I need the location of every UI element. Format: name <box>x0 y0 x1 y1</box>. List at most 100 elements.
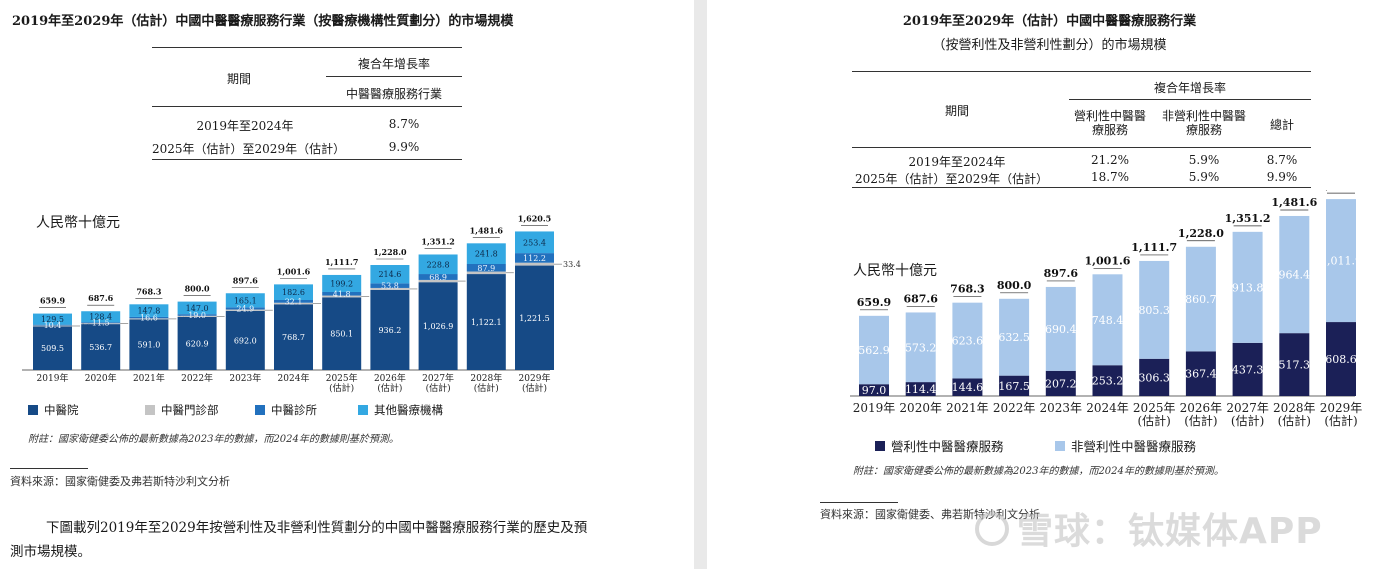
table-rule <box>852 71 1311 72</box>
x-tick-label: 2021年 <box>133 372 165 384</box>
data-label: 573.2 <box>905 341 937 354</box>
total-label: 1,228.0 <box>373 247 407 257</box>
data-label: 964.4 <box>1279 269 1311 282</box>
cagr-row-value: 8.7% <box>388 117 420 131</box>
cagr-row-value: 21.2% <box>1090 153 1130 167</box>
bar-segment-non-profit <box>1185 246 1216 352</box>
data-label: 367.4 <box>1185 368 1217 381</box>
bar-segment-clinic <box>129 316 169 319</box>
total-label: 659.9 <box>857 296 891 309</box>
bar-segment-outpatient <box>33 325 72 327</box>
data-label: 623.6 <box>952 335 984 348</box>
bar-segment-other <box>466 243 506 264</box>
data-label: 147.8 <box>137 307 160 316</box>
total-label: 800.0 <box>185 284 210 294</box>
legend-item-outpatient: 中醫門診部 <box>145 402 219 418</box>
bar-segment-clinic <box>418 274 458 280</box>
legend-swatch <box>358 405 368 415</box>
data-label: 748.4 <box>1092 314 1124 327</box>
x-tick-label: (估計) <box>426 382 451 394</box>
total-label: 897.6 <box>1044 267 1079 280</box>
bar-segment-outpatient <box>274 302 313 305</box>
data-label: 608.6 <box>1325 353 1357 366</box>
left-bar-chart: 509.510.4129.510.5659.92019年536.711.5128… <box>22 213 581 394</box>
x-tick-label: 2022年 <box>993 401 1036 415</box>
data-label: 253.4 <box>523 238 546 247</box>
bar-segment-for-profit <box>1185 351 1216 396</box>
bar-segment-clinic <box>177 314 217 316</box>
data-label: 144.6 <box>952 381 984 394</box>
total-label: 1,620.5 <box>518 213 551 223</box>
bar-segment-clinic <box>33 324 72 326</box>
bar-segment-clinic <box>370 283 410 288</box>
x-tick-label: (估計) <box>1138 413 1171 428</box>
data-label: 182.6 <box>282 288 305 297</box>
x-tick-label: 2019年 <box>37 372 69 384</box>
data-label: 68.9 <box>429 273 447 282</box>
data-label: 11.5 <box>92 319 110 328</box>
total-label: 897.6 <box>233 275 258 285</box>
total-label: 1,481.6 <box>1271 196 1317 209</box>
cagr-row-value: 18.7% <box>1090 170 1130 184</box>
left-note: 附註：國家衛健委公佈的最新數據為2023年的數據，而2024年的數據則基於預測。 <box>28 434 399 445</box>
bar-segment-outpatient <box>370 287 410 290</box>
bar-segment-outpatient <box>515 262 554 266</box>
legend-label: 中醫門診部 <box>161 403 219 417</box>
total-label: 1,481.6 <box>470 225 504 235</box>
bar-segment-other <box>274 284 313 300</box>
cagr-period-header: 期間 <box>944 104 969 118</box>
left-unit-label: 人民幣十億元 <box>36 215 120 231</box>
data-label: 591.0 <box>137 341 160 350</box>
bar-segment-non-profit <box>1279 215 1310 334</box>
x-tick-label: (估計) <box>1278 413 1311 428</box>
data-label: 509.5 <box>41 344 64 353</box>
cagr-row-period: 2025年（估計）至2029年（估計） <box>855 172 1049 186</box>
x-tick-label: 2019年 <box>853 401 896 415</box>
cagr-header: 複合年增長率 <box>357 57 430 71</box>
x-tick-label: 2025年 <box>1133 401 1176 415</box>
data-label: 1,011.9 <box>1320 255 1362 268</box>
cagr-row-value: 8.7% <box>1266 153 1298 167</box>
table-rule <box>1069 99 1311 100</box>
source-rule <box>10 468 88 469</box>
bar-segment-outpatient <box>418 279 458 283</box>
bar-segment-hospital <box>466 274 506 370</box>
bar-segment-other <box>177 301 217 315</box>
data-label: 53.8 <box>381 282 399 291</box>
bar-segment-for-profit <box>905 382 936 396</box>
x-tick-label: 2020年 <box>899 401 942 415</box>
total-label: 659.9 <box>40 296 65 306</box>
right-note: 附註：國家衛健委公佈的最新數據為2023年的數據，而2024年的數據則基於預測。 <box>853 466 1224 477</box>
data-label: 114.4 <box>905 383 937 396</box>
total-label: 1,111.7 <box>1131 241 1177 254</box>
total-label: 1,111.7 <box>325 257 358 267</box>
table-rule <box>852 147 1311 148</box>
legend-label: 非營利性中醫醫療服務 <box>1071 439 1197 454</box>
bar-segment-outpatient <box>225 309 265 311</box>
bar-segment-outpatient <box>81 323 121 325</box>
data-label: 517.3 <box>1279 359 1311 372</box>
data-label: 437.3 <box>1232 363 1264 376</box>
bar-segment-outpatient <box>322 295 362 298</box>
bar-segment-hospital <box>33 326 72 370</box>
legend-swatch <box>28 405 38 415</box>
bar-segment-clinic <box>225 307 265 310</box>
bar-segment-for-profit <box>1092 365 1123 396</box>
data-label: 620.9 <box>186 339 209 348</box>
data-label: 214.6 <box>378 270 401 279</box>
data-label: 147.0 <box>186 304 209 313</box>
x-tick-label: 2028年 <box>470 372 502 384</box>
data-label: 228.8 <box>427 260 450 269</box>
bar-segment-non-profit <box>1326 199 1356 323</box>
x-tick-label: (估計) <box>329 382 354 394</box>
bar-segment-outpatient <box>129 318 169 320</box>
x-tick-label: 2020年 <box>85 372 117 384</box>
bar-segment-for-profit <box>1326 322 1356 396</box>
data-label: 1,221.5 <box>519 314 550 323</box>
watermark: 雪球：钛媒体APP <box>975 502 1323 554</box>
bar-segment-hospital <box>322 297 362 370</box>
x-tick-label: 2024年 <box>278 372 310 384</box>
data-label: 536.7 <box>89 343 112 352</box>
x-tick-label: 2025年 <box>326 372 358 384</box>
total-label: 800.0 <box>997 279 1032 292</box>
